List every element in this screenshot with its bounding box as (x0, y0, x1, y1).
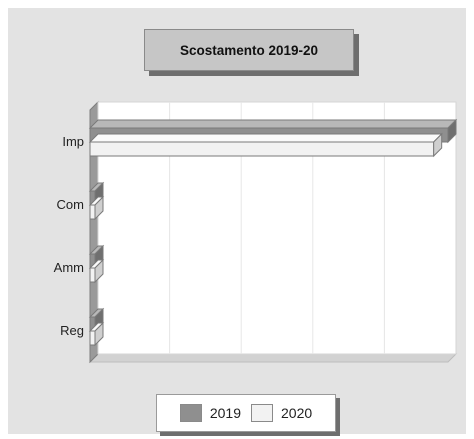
bar-top-imp-2020 (88, 133, 443, 143)
bar-reg-2020 (89, 330, 96, 346)
category-label-imp: Imp (62, 134, 84, 149)
chart-title-text: Scostamento 2019-20 (179, 42, 319, 58)
legend-item-2019: 2019 (179, 404, 241, 422)
legend-label-2020: 2020 (281, 405, 313, 421)
bar-top-imp-2019 (88, 119, 458, 129)
category-label-amm: Amm (53, 260, 84, 275)
plot-floor (88, 353, 458, 363)
bar-end-reg-2020 (94, 321, 104, 347)
bar-imp-2020 (89, 141, 435, 157)
bar-end-imp-2019 (447, 118, 457, 144)
legend-swatch-2020 (251, 404, 273, 422)
bar-end-amm-2020 (94, 258, 104, 284)
chart-title: Scostamento 2019-20 (144, 29, 354, 71)
legend-swatch-2019 (179, 404, 202, 422)
bar-amm-2020 (89, 267, 96, 283)
legend-item-2020: 2020 (251, 404, 312, 422)
bar-com-2020 (89, 204, 96, 220)
legend-label-2019: 2019 (209, 405, 241, 421)
category-label-com: Com (56, 197, 84, 212)
category-label-reg: Reg (60, 323, 84, 338)
bar-end-imp-2020 (433, 132, 443, 158)
bar-end-com-2020 (94, 195, 104, 221)
chart-legend: 2019 2020 (156, 394, 336, 432)
